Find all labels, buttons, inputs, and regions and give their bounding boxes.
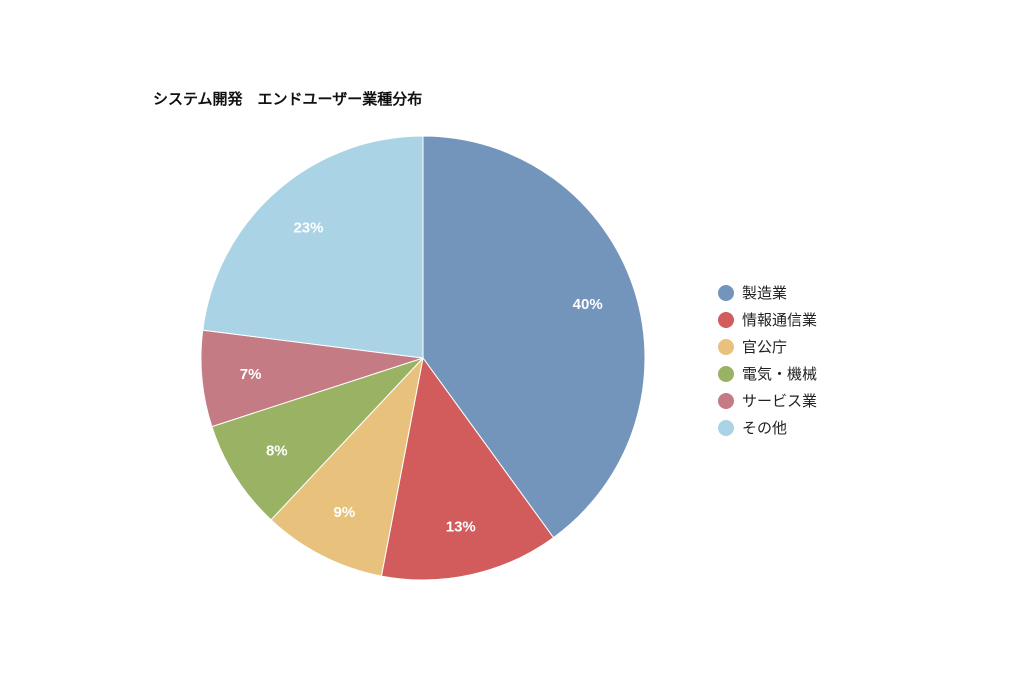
legend-item: 製造業 — [718, 279, 817, 306]
slice-value-label: 7% — [240, 366, 262, 383]
pie-slices — [200, 135, 646, 581]
slice-value-label: 23% — [293, 220, 323, 237]
legend-swatch — [718, 365, 734, 382]
slice-value-label: 9% — [334, 504, 356, 521]
legend-swatch — [718, 419, 734, 436]
legend-item: 情報通信業 — [718, 306, 817, 333]
legend-swatch — [718, 392, 734, 409]
legend-label: 情報通信業 — [742, 311, 818, 329]
chart-title: システム開発 エンドユーザー業種分布 — [153, 90, 423, 108]
legend-item: 官公庁 — [718, 333, 817, 360]
pie-slice-5 — [202, 135, 424, 359]
pie-slice-1 — [380, 356, 555, 581]
legend-label: サービス業 — [742, 392, 818, 410]
legend-swatch — [718, 338, 734, 355]
legend-label: その他 — [742, 419, 788, 437]
pie-slice-0 — [422, 135, 646, 539]
pie-slice-labels: 40% 13% 9% 8% 7% 23% — [240, 220, 603, 536]
legend-item: サービス業 — [718, 387, 817, 414]
legend-label: 官公庁 — [742, 338, 788, 356]
legend-swatch — [718, 284, 734, 301]
pie-slice-3 — [211, 357, 424, 521]
legend-label: 製造業 — [742, 284, 788, 302]
legend-swatch — [718, 311, 734, 328]
slice-value-label: 40% — [573, 296, 603, 313]
pie-slice-2 — [270, 356, 424, 577]
slice-value-label: 8% — [266, 442, 288, 459]
legend-item: その他 — [718, 414, 817, 441]
legend-item: 電気・機械 — [718, 360, 817, 387]
slice-value-label: 13% — [446, 518, 476, 535]
legend-label: 電気・機械 — [742, 365, 818, 383]
legend: 製造業情報通信業官公庁電気・機械サービス業その他 — [718, 279, 817, 441]
